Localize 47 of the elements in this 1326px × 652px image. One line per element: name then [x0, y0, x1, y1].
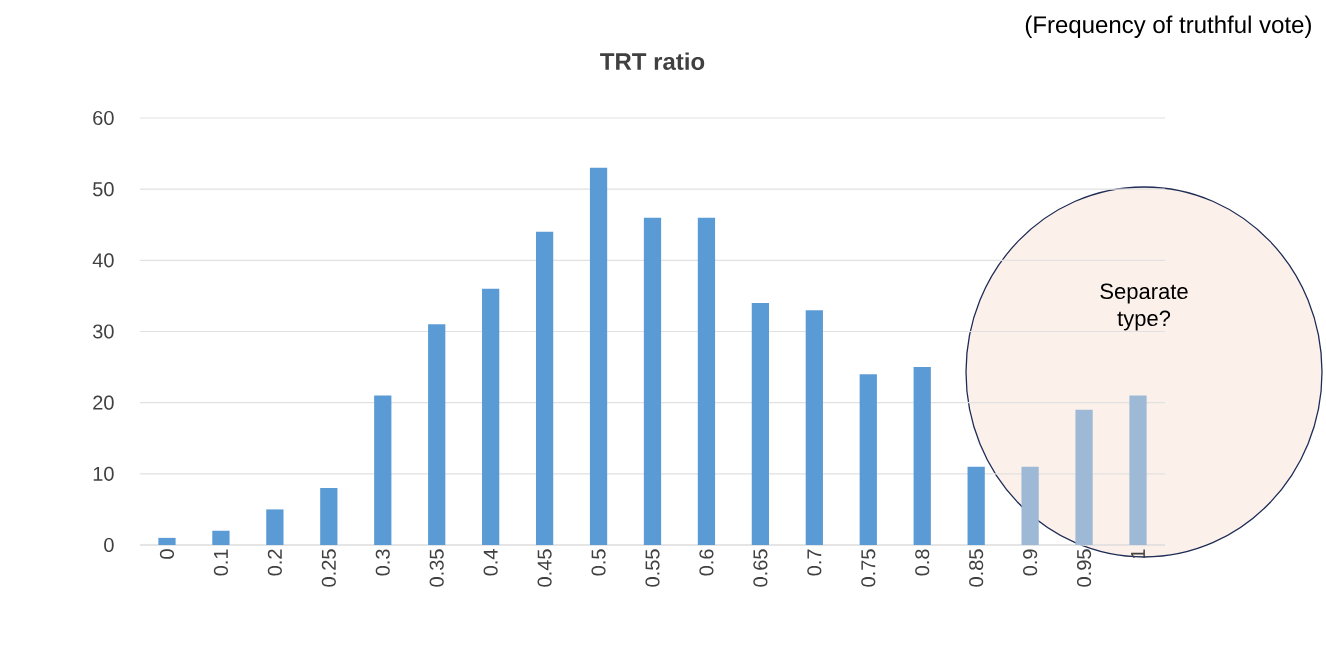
bar — [967, 466, 985, 545]
bar — [859, 374, 877, 545]
x-tick-label: 0.25 — [321, 549, 336, 587]
bar — [535, 231, 554, 545]
x-tick-label: 0.8 — [915, 549, 930, 576]
bar — [320, 488, 338, 545]
x-tick-label: 0.4 — [483, 549, 498, 576]
x-tick-label: 0.9 — [1023, 549, 1038, 576]
bar — [428, 324, 446, 545]
x-tick-label: 0.85 — [969, 549, 984, 587]
text: (Frequency of truthful vote) — [1025, 15, 1311, 38]
bar — [643, 217, 662, 545]
x-tick-label: 0.35 — [429, 549, 444, 587]
y-tick-label: 50 — [93, 182, 114, 197]
bar — [1129, 395, 1147, 545]
bar — [1021, 466, 1039, 545]
y-tick-label: 30 — [93, 324, 114, 339]
x-tick-label: 1 — [1131, 549, 1145, 559]
x-tick-label: 0.7 — [807, 549, 822, 576]
x-tick-label: 0.6 — [699, 549, 714, 576]
x-tick-label: 0.5 — [591, 549, 606, 576]
x-tick-label: 0.3 — [375, 549, 390, 576]
x-tick-label: 0.75 — [861, 549, 876, 587]
y-tick-label: 10 — [93, 466, 114, 481]
x-tick-label: 0.2 — [267, 549, 282, 576]
y-tick-label: 40 — [92, 253, 114, 268]
bar — [212, 530, 230, 545]
bar — [374, 395, 392, 545]
x-tick-label: 0.1 — [213, 549, 228, 576]
bar — [589, 167, 608, 545]
x-tick-label: 0 — [159, 549, 175, 559]
bar — [751, 303, 770, 545]
bar — [1075, 409, 1093, 545]
bar — [697, 217, 716, 545]
bar — [158, 537, 176, 545]
bar — [266, 509, 284, 545]
x-tick-label: 0.55 — [645, 549, 660, 587]
bar — [805, 310, 823, 545]
x-tick-label: 0.45 — [537, 549, 552, 587]
bar — [482, 288, 500, 545]
annotation: Separate type? — [1100, 283, 1188, 331]
x-tick-label: 0.95 — [1076, 549, 1092, 587]
chart-title: TRT ratio — [600, 52, 705, 71]
bar — [913, 367, 931, 545]
y-tick-label: 60 — [93, 110, 114, 126]
y-tick-label: 20 — [93, 395, 114, 410]
x-tick-label: 0.65 — [753, 549, 768, 587]
